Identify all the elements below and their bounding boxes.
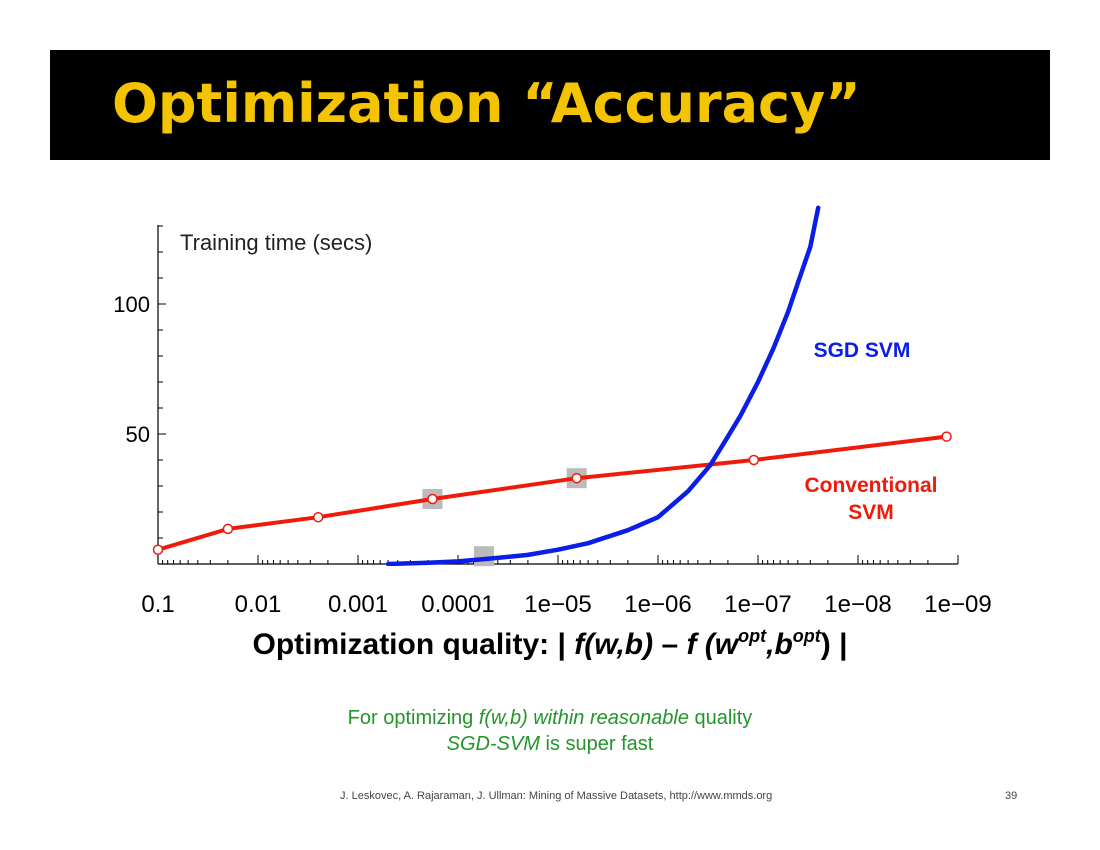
y-tick-label: 50 [126,422,150,447]
caption: For optimizing f(w,b) within reasonable … [0,705,1100,757]
sgd-svm-label: SGD SVM [814,339,911,362]
conventional-svm-point [312,511,324,523]
x-tick-label: 0.0001 [421,591,494,618]
slide-title: Optimization “Accuracy” [112,72,861,135]
conventional-svm-point [941,431,952,442]
x-tick-label: 1e−07 [724,591,791,618]
conventional-svm-point [152,544,164,555]
conventional-svm-point [571,472,582,484]
x-tick-label: 0.1 [141,591,174,618]
caption-line-1: For optimizing f(w,b) within reasonable … [347,707,753,729]
sgd-svm-line [385,205,821,566]
x-tick-label: 1e−08 [824,591,891,618]
chart: 50 100 0.1 0.01 0.001 0.0001 1e−05 1e−06 1e−07 1e… [113,205,992,618]
y-axis-label: Training time (secs) [180,230,372,255]
conventional-svm-point [427,493,438,505]
caption-line-2: SGD-SVM is super fast [446,733,654,755]
conventional-svm-point [748,454,760,466]
chart-labels: Training time (secs) SGD SVM Conventional S… [180,230,938,524]
page-number: 39 [1005,790,1018,802]
x-tick-label: 0.001 [328,591,388,618]
highlight-marker [473,546,494,567]
y-tick-label: 100 [113,292,150,317]
chart-ticks: 50 100 0.1 0.01 0.001 0.0001 1e−05 1e−06 1e−07 1e… [113,225,992,618]
conventional-svm-point [222,523,234,535]
x-tick-label: 0.01 [235,591,282,618]
title-bar: Optimization “Accuracy” [50,50,1050,160]
chart-series [152,205,952,567]
footer-citation: J. Leskovec, A. Rajaraman, J. Ullman: Mi… [340,790,773,802]
conventional-svm-label: Conventional [804,474,937,497]
x-tick-label: 1e−09 [924,591,991,618]
chart-axes [157,225,958,565]
x-tick-label: 1e−05 [524,591,591,618]
x-tick-label: 1e−06 [624,591,691,618]
x-axis-title: Optimization quality: | f(w,b) – f (wopt… [252,626,848,661]
conventional-svm-label: SVM [848,501,894,524]
